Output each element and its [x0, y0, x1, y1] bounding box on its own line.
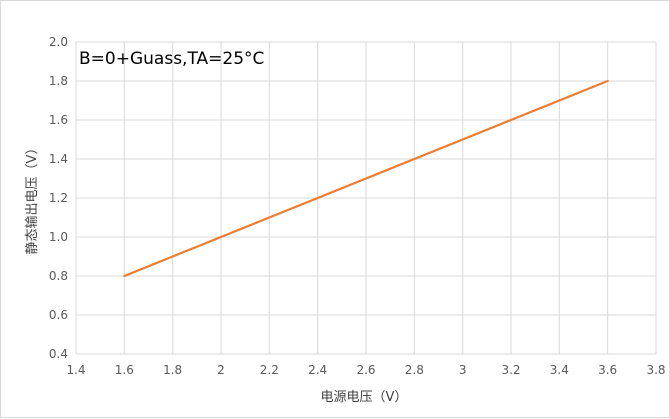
y-tick-label: 0.6 — [49, 308, 68, 322]
y-tick-label: 1.8 — [49, 74, 68, 88]
y-tick-label: 2.0 — [49, 35, 68, 49]
x-tick-label: 3.6 — [598, 363, 617, 377]
x-axis-title: 电源电压（V） — [321, 390, 408, 405]
y-axis-title: 静态输出电压（V） — [24, 142, 40, 255]
x-tick-label: 2.6 — [356, 363, 375, 377]
y-tick-label: 1.2 — [49, 191, 68, 205]
x-tick-label: 1.4 — [66, 363, 85, 377]
y-tick-label: 1.6 — [49, 113, 68, 127]
x-tick-label: 1.8 — [163, 363, 182, 377]
y-tick-labels: 0.4 0.6 0.8 1.0 1.2 1.4 1.6 1.8 2.0 — [49, 35, 68, 361]
x-tick-label: 3 — [459, 363, 467, 377]
y-tick-label: 1.0 — [49, 230, 68, 244]
x-tick-label: 3.2 — [501, 363, 520, 377]
y-tick-label: 0.8 — [49, 269, 68, 283]
y-tick-label: 1.4 — [49, 152, 68, 166]
x-tick-labels: 1.4 1.6 1.8 2 2.2 2.4 2.6 2.8 3 3.2 3.4 3.6 3.8 — [66, 363, 665, 377]
y-tick-label: 0.4 — [49, 347, 68, 361]
chart-annotation: B=0+Guass,TA=25°C — [79, 49, 264, 69]
y-gridlines — [76, 41, 656, 355]
x-tick-label: 1.6 — [115, 363, 134, 377]
series-line-0 — [123, 79, 609, 278]
x-tick-label: 3.8 — [646, 363, 665, 377]
x-tick-label: 2 — [217, 363, 225, 377]
x-tick-label: 3.4 — [550, 363, 569, 377]
x-tick-label: 2.4 — [308, 363, 327, 377]
x-tick-label: 2.8 — [405, 363, 424, 377]
x-tick-label: 2.2 — [260, 363, 279, 377]
series-layer — [123, 79, 609, 278]
